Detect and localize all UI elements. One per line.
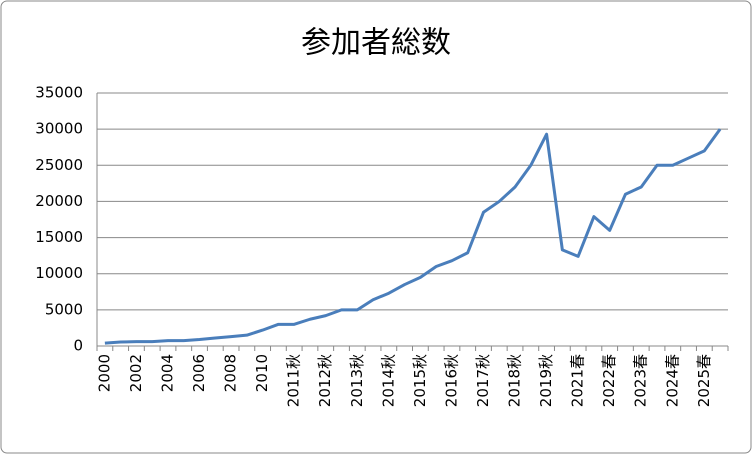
x-tick-label: 2004 [158,354,176,392]
x-tick-label: 2022春 [600,354,618,407]
x-tick-label: 2023春 [632,354,650,407]
x-tick-label: 2018秋 [506,354,524,407]
x-tick-label: 2008 [222,354,240,392]
x-tick-label: 2021春 [569,354,587,407]
y-tick-label: 10000 [35,264,83,282]
x-tick-label: 2019秋 [537,354,555,407]
y-tick-label: 35000 [35,84,83,102]
x-tick-label: 2010 [253,354,271,392]
x-tick-label: 2016秋 [442,354,460,407]
y-tick-label: 5000 [45,300,83,318]
x-tick-label: 2006 [190,354,208,392]
y-tick-label: 15000 [35,228,83,246]
x-tick-label: 2013秋 [348,354,366,407]
y-tick-label: 0 [73,337,83,355]
x-tick-label: 2025春 [695,354,713,407]
x-tick-label: 2012秋 [316,354,334,407]
chart-title: 参加者総数 [301,26,451,61]
y-tick-label: 25000 [35,156,83,174]
x-tick-label: 2011秋 [285,354,303,407]
line-series [104,128,722,345]
x-tick-label: 2017秋 [474,354,492,407]
x-tick-label: 2002 [127,354,145,392]
x-tick-label: 2014秋 [379,354,397,407]
y-tick-label: 30000 [35,120,83,138]
x-tick-label: 2024春 [663,354,681,407]
y-tick-label: 20000 [35,192,83,210]
x-tick-label: 2000 [95,354,113,392]
x-tick-label: 2015秋 [411,354,429,407]
